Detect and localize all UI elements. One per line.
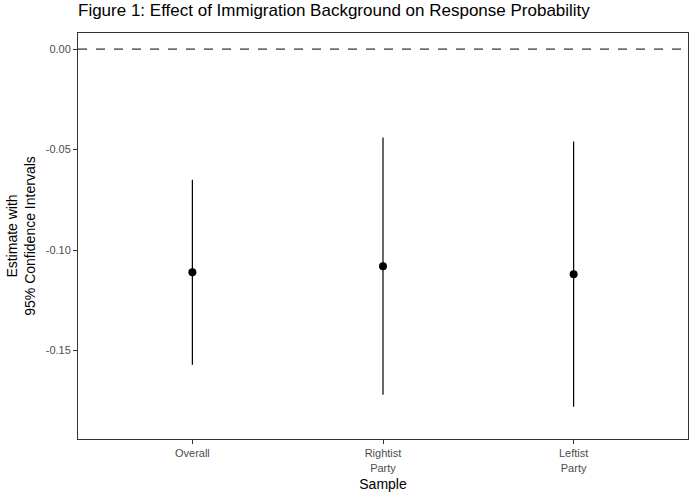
svg-text:-0.15: -0.15 [46, 344, 71, 356]
svg-text:LeftistParty: LeftistParty [559, 447, 588, 473]
svg-text:-0.10: -0.10 [46, 244, 71, 256]
svg-text:Sample: Sample [359, 476, 407, 492]
svg-text:Estimate with95% Confidence In: Estimate with95% Confidence Intervals [4, 156, 38, 316]
svg-text:Overall: Overall [175, 447, 210, 459]
svg-text:0.00: 0.00 [49, 43, 70, 55]
svg-text:RightistParty: RightistParty [365, 447, 402, 473]
svg-text:Figure 1: Effect of Immigratio: Figure 1: Effect of Immigration Backgrou… [78, 1, 590, 20]
svg-text:-0.05: -0.05 [46, 143, 71, 155]
